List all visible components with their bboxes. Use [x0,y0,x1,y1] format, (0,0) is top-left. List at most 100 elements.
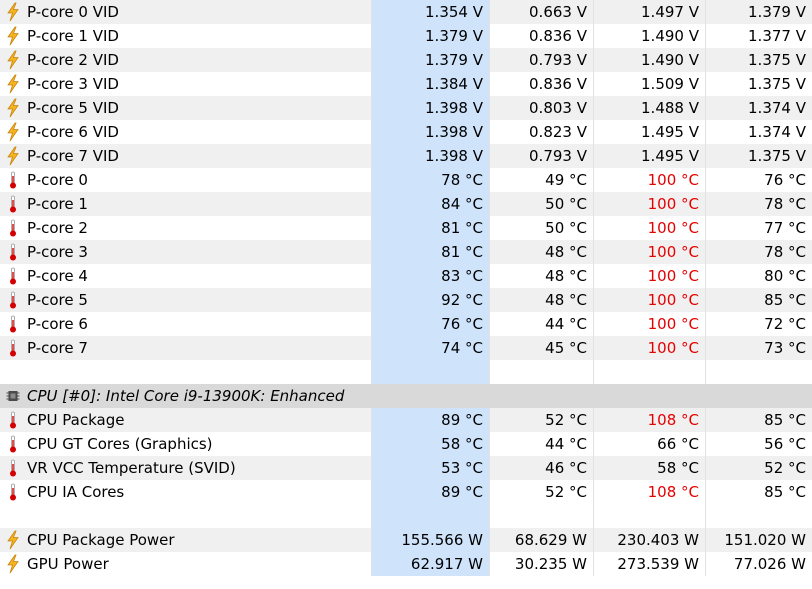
sensor-label-cell: P-core 3 VID [0,72,372,96]
max-value: 108 °C [594,408,706,432]
lightning-icon [6,146,20,166]
sensor-name: P-core 1 VID [27,27,119,45]
min-value: 44 °C [490,312,594,336]
sensor-name: VR VCC Temperature (SVID) [27,459,236,477]
sensor-row[interactable]: P-core 0 VID 1.354 V 0.663 V 1.497 V 1.379 V [0,0,812,24]
sensor-row[interactable]: GPU Power 62.917 W 30.235 W 273.539 W 77.026… [0,552,812,576]
sensor-row[interactable]: CPU IA Cores 89 °C 52 °C 108 °C 85 °C [0,480,812,504]
max-value: 100 °C [594,168,706,192]
max-value: 100 °C [594,216,706,240]
sensor-row[interactable]: P-core 7 VID 1.398 V 0.793 V 1.495 V 1.375 V [0,144,812,168]
min-value: 0.663 V [490,0,594,24]
current-value: 1.398 V [372,120,490,144]
sensor-row[interactable]: P-core 4 83 °C 48 °C 100 °C 80 °C [0,264,812,288]
max-value [594,360,706,384]
current-value: 89 °C [372,480,490,504]
max-value [594,384,706,408]
current-value: 1.398 V [372,144,490,168]
sensor-label-cell: P-core 5 [0,288,372,312]
avg-value: 78 °C [764,195,806,213]
sensor-row[interactable]: VR VCC Temperature (SVID) 53 °C 46 °C 58 °C… [0,456,812,480]
avg-value: 73 °C [764,339,806,357]
sensor-label-cell: P-core 0 [0,168,372,192]
sensor-row[interactable]: CPU Package Power 155.566 W 68.629 W 230.40… [0,528,812,552]
sensor-name: CPU [#0]: Intel Core i9-13900K: Enhanced [27,387,345,405]
min-value: 0.803 V [490,96,594,120]
sensor-label-cell: P-core 6 [0,312,372,336]
sensor-row[interactable]: P-core 3 81 °C 48 °C 100 °C 78 °C [0,240,812,264]
thermometer-icon [6,290,20,310]
sensor-name: CPU Package Power [27,531,175,549]
min-value [490,360,594,384]
sensor-row[interactable]: P-core 2 81 °C 50 °C 100 °C 77 °C [0,216,812,240]
sensor-row[interactable]: P-core 1 84 °C 50 °C 100 °C 78 °C [0,192,812,216]
max-value: 1.495 V [594,144,706,168]
sensor-label-cell: CPU Package [0,408,372,432]
avg-value: 85 °C [764,483,806,501]
current-value: 62.917 W [372,552,490,576]
sensor-row[interactable]: P-core 7 74 °C 45 °C 100 °C 73 °C [0,336,812,360]
sensor-row[interactable]: P-core 5 VID 1.398 V 0.803 V 1.488 V 1.374 V [0,96,812,120]
sensor-name: P-core 6 [27,315,88,333]
max-value: 1.490 V [594,24,706,48]
sensor-name: P-core 1 [27,195,88,213]
thermometer-icon [6,242,20,262]
min-value [490,504,594,528]
min-value: 0.793 V [490,144,594,168]
current-value: 81 °C [372,240,490,264]
sensor-row[interactable]: P-core 3 VID 1.384 V 0.836 V 1.509 V 1.375 V [0,72,812,96]
sensor-name: P-core 5 [27,291,88,309]
sensor-name: CPU Package [27,411,125,429]
max-value: 100 °C [594,336,706,360]
max-value: 273.539 W [594,552,706,576]
sensor-name: P-core 4 [27,267,88,285]
lightning-icon [6,50,20,70]
avg-value [706,504,812,528]
avg-value: 1.375 V [748,147,806,165]
max-value: 1.497 V [594,0,706,24]
sensor-label-cell: CPU IA Cores [0,480,372,504]
group-header-row[interactable]: CPU [#0]: Intel Core i9-13900K: Enhanced [0,384,812,408]
sensor-label-cell: P-core 3 [0,240,372,264]
sensor-label-cell: P-core 7 [0,336,372,360]
min-value: 68.629 W [490,528,594,552]
max-value: 230.403 W [594,528,706,552]
avg-value: 1.379 V [748,3,806,21]
sensor-row[interactable]: P-core 0 78 °C 49 °C 100 °C 76 °C [0,168,812,192]
current-value: 92 °C [372,288,490,312]
sensor-row[interactable]: P-core 2 VID 1.379 V 0.793 V 1.490 V 1.375 V [0,48,812,72]
thermometer-icon [6,458,20,478]
sensor-name: P-core 2 [27,219,88,237]
sensor-row[interactable]: P-core 5 92 °C 48 °C 100 °C 85 °C [0,288,812,312]
avg-value: 77.026 W [733,555,806,573]
avg-value: 76 °C [764,171,806,189]
avg-value: 85 °C [764,291,806,309]
current-value: 76 °C [372,312,490,336]
sensor-row[interactable]: P-core 6 76 °C 44 °C 100 °C 72 °C [0,312,812,336]
avg-value: 72 °C [764,315,806,333]
sensor-row[interactable]: CPU Package 89 °C 52 °C 108 °C 85 °C [0,408,812,432]
current-value [372,384,490,408]
avg-value: 1.374 V [748,99,806,117]
avg-value: 1.377 V [748,27,806,45]
current-value: 78 °C [372,168,490,192]
sensor-name: P-core 7 VID [27,147,119,165]
max-value: 1.495 V [594,120,706,144]
current-value [372,504,490,528]
avg-value: 52 °C [764,459,806,477]
current-value: 84 °C [372,192,490,216]
min-value: 44 °C [490,432,594,456]
min-value: 52 °C [490,408,594,432]
current-value: 74 °C [372,336,490,360]
max-value: 1.509 V [594,72,706,96]
sensor-label-cell: CPU GT Cores (Graphics) [0,432,372,456]
sensor-row[interactable]: P-core 6 VID 1.398 V 0.823 V 1.495 V 1.374 V [0,120,812,144]
sensor-label-cell: P-core 4 [0,264,372,288]
avg-value [706,360,812,384]
max-value: 108 °C [594,480,706,504]
sensor-label-cell: CPU [#0]: Intel Core i9-13900K: Enhanced [0,384,372,408]
sensor-row[interactable]: P-core 1 VID 1.379 V 0.836 V 1.490 V 1.377 V [0,24,812,48]
min-value: 46 °C [490,456,594,480]
min-value: 50 °C [490,192,594,216]
sensor-row[interactable]: CPU GT Cores (Graphics) 58 °C 44 °C 66 °C 56… [0,432,812,456]
